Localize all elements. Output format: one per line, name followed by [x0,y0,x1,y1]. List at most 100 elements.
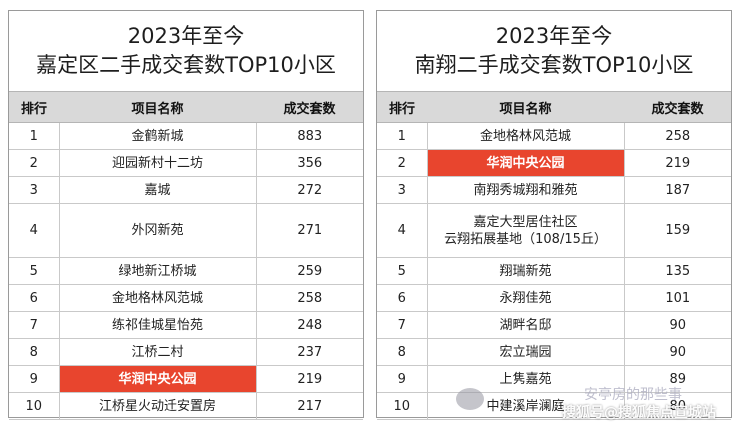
highlighted-table-row: 2 华润中央公园 219 [377,149,731,177]
rank-cell: 7 [377,311,428,339]
title-line-subject: 南翔二手成交套数TOP10小区 [414,53,694,77]
rank-cell: 8 [9,338,60,366]
name-cell: 外冈新苑 [59,203,256,258]
count-cell: 80 [623,392,731,420]
table-row: 8 宏立瑞园 90 [377,338,731,366]
table-row: 10 江桥星火动迁安置房 217 [9,392,363,420]
count-cell: 258 [623,122,731,150]
table-row: 4 外冈新苑 271 [9,203,363,258]
table-row: 4 嘉定大型居住社区 云翔拓展基地（108/15丘） 159 [377,203,731,258]
name-cell: 嘉城 [59,176,256,204]
rank-cell: 2 [9,149,60,177]
name-cell-two-line: 嘉定大型居住社区 云翔拓展基地（108/15丘） [427,203,624,258]
count-cell: 219 [623,149,731,177]
count-cell: 219 [255,365,363,393]
count-cell: 90 [623,338,731,366]
count-cell: 101 [623,284,731,312]
panel-title: 2023年至今 嘉定区二手成交套数TOP10小区 [9,11,363,91]
table-row: 9 上隽嘉苑 89 [377,365,731,393]
header-row: 排行 项目名称 成交套数 [9,91,363,123]
title-line-subject: 嘉定区二手成交套数TOP10小区 [36,53,336,77]
name-cell: 江桥星火动迁安置房 [59,392,256,420]
rank-cell: 3 [377,176,428,204]
name-cell: 金地格林风范城 [427,122,624,150]
name-cell: 金地格林风范城 [59,284,256,312]
count-cell: 237 [255,338,363,366]
table-row: 3 南翔秀城翔和雅苑 187 [377,176,731,204]
count-cell: 258 [255,284,363,312]
name-cell: 南翔秀城翔和雅苑 [427,176,624,204]
rank-cell: 6 [9,284,60,312]
header-count: 成交套数 [256,91,363,123]
rank-cell: 4 [377,203,428,258]
header-name: 项目名称 [59,91,256,123]
count-cell: 271 [255,203,363,258]
ranking-table: 排行 项目名称 成交套数 1 金鹤新城 883 2 迎园新村十二坊 356 3 … [9,91,363,420]
name-line-2: 云翔拓展基地（108/15丘） [444,231,607,247]
name-cell: 宏立瑞园 [427,338,624,366]
count-cell: 89 [623,365,731,393]
rank-cell: 9 [377,365,428,393]
name-cell-highlighted: 华润中央公园 [427,149,624,177]
count-cell: 135 [623,257,731,285]
rank-cell: 10 [9,392,60,420]
ranking-table: 排行 项目名称 成交套数 1 金地格林风范城 258 2 华润中央公园 219 … [377,91,731,420]
header-count: 成交套数 [624,91,731,123]
rank-cell: 7 [9,311,60,339]
jiading-top10-panel: 2023年至今 嘉定区二手成交套数TOP10小区 排行 项目名称 成交套数 1 … [8,10,364,420]
table-row: 5 翔瑞新苑 135 [377,257,731,285]
table-row: 5 绿地新江桥城 259 [9,257,363,285]
table-row: 1 金鹤新城 883 [9,122,363,150]
count-cell: 217 [255,392,363,420]
count-cell: 272 [255,176,363,204]
table-row: 6 金地格林风范城 258 [9,284,363,312]
name-cell: 翔瑞新苑 [427,257,624,285]
title-line-year: 2023年至今 [127,24,245,48]
rank-cell: 1 [9,122,60,150]
table-row: 3 嘉城 272 [9,176,363,204]
name-cell: 永翔佳苑 [427,284,624,312]
rank-cell: 4 [9,203,60,258]
nanxiang-top10-panel: 2023年至今 南翔二手成交套数TOP10小区 排行 项目名称 成交套数 1 金… [376,10,732,420]
count-cell: 90 [623,311,731,339]
name-cell: 上隽嘉苑 [427,365,624,393]
highlighted-table-row: 9 华润中央公园 219 [9,365,363,393]
rank-cell: 5 [377,257,428,285]
count-cell: 248 [255,311,363,339]
title-line-year: 2023年至今 [495,24,613,48]
table-row: 7 练祁佳城星怡苑 248 [9,311,363,339]
rank-cell: 1 [377,122,428,150]
name-line-1: 嘉定大型居住社区 [473,214,578,230]
name-cell: 江桥二村 [59,338,256,366]
header-name: 项目名称 [427,91,624,123]
name-cell: 金鹤新城 [59,122,256,150]
table-row: 7 湖畔名邸 90 [377,311,731,339]
name-cell: 湖畔名邸 [427,311,624,339]
rank-cell: 6 [377,284,428,312]
table-row: 8 江桥二村 237 [9,338,363,366]
name-cell: 绿地新江桥城 [59,257,256,285]
rank-cell: 5 [9,257,60,285]
panel-title: 2023年至今 南翔二手成交套数TOP10小区 [377,11,731,91]
count-cell: 356 [255,149,363,177]
count-cell: 259 [255,257,363,285]
header-rank: 排行 [377,91,427,123]
table-row: 6 永翔佳苑 101 [377,284,731,312]
rank-cell: 10 [377,392,428,420]
name-cell: 中建溪岸澜庭 [427,392,624,420]
count-cell: 159 [623,203,731,258]
table-row: 2 迎园新村十二坊 356 [9,149,363,177]
name-cell-highlighted: 华润中央公园 [59,365,256,393]
name-cell: 练祁佳城星怡苑 [59,311,256,339]
count-cell: 883 [255,122,363,150]
rank-cell: 3 [9,176,60,204]
rank-cell: 9 [9,365,60,393]
table-row: 10 中建溪岸澜庭 80 [377,392,731,420]
header-row: 排行 项目名称 成交套数 [377,91,731,123]
header-rank: 排行 [9,91,59,123]
count-cell: 187 [623,176,731,204]
table-row: 1 金地格林风范城 258 [377,122,731,150]
rank-cell: 2 [377,149,428,177]
name-cell: 迎园新村十二坊 [59,149,256,177]
rank-cell: 8 [377,338,428,366]
